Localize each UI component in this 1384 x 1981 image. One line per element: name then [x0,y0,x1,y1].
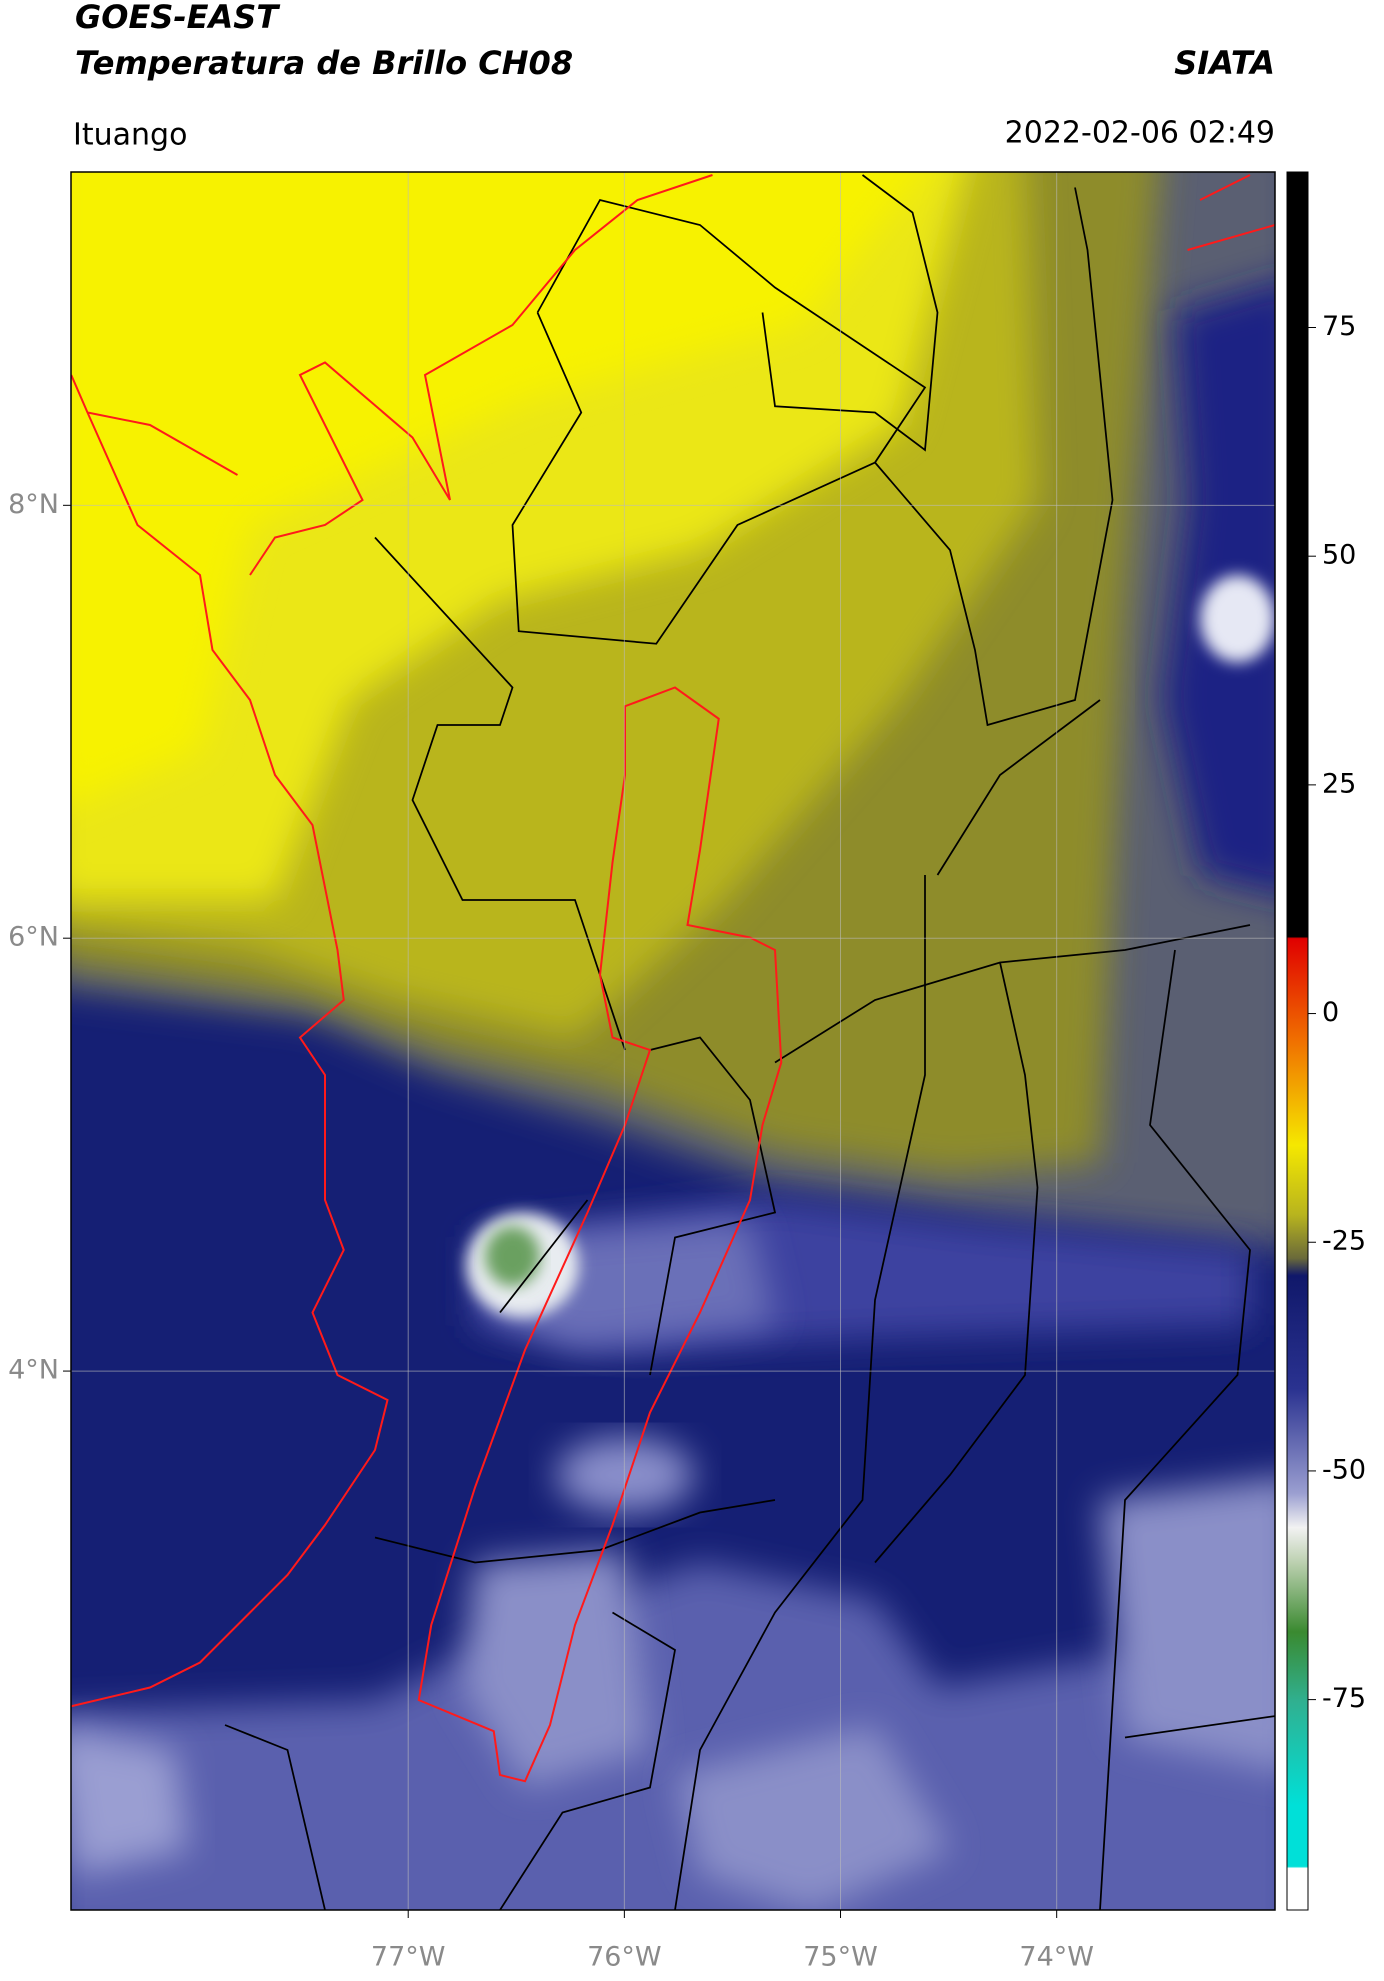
source: SIATA [1174,44,1275,82]
x-tick-label: 76°W [587,1942,662,1973]
colorbar [1286,171,1309,1911]
x-tick-label: 75°W [803,1942,878,1973]
colorbar-tick-label: 75 [1322,311,1356,342]
title: GOES-EAST [75,0,280,36]
x-tick-label: 74°W [1019,1942,1094,1973]
x-tick-label: 77°W [371,1942,446,1973]
colorbar-tick-label: 0 [1322,997,1339,1028]
datetime: 2022-02-06 02:49 [1005,116,1275,151]
satellite-image [71,172,1275,1910]
y-tick-label: 6°N [8,922,59,953]
y-tick-label: 4°N [8,1355,59,1386]
colorbar-tick-label: 25 [1322,768,1356,799]
region: Ituango [73,118,187,153]
colorbar-tick-label: -50 [1322,1454,1366,1485]
colorbar-tick-label: -75 [1322,1683,1366,1714]
y-tick-label: 8°N [8,489,59,520]
map-frame [70,171,1276,1911]
colorbar-tick-label: -25 [1322,1226,1366,1257]
subtitle: Temperatura de Brillo CH08 [75,44,573,82]
colorbar-tick-label: 50 [1322,540,1356,571]
